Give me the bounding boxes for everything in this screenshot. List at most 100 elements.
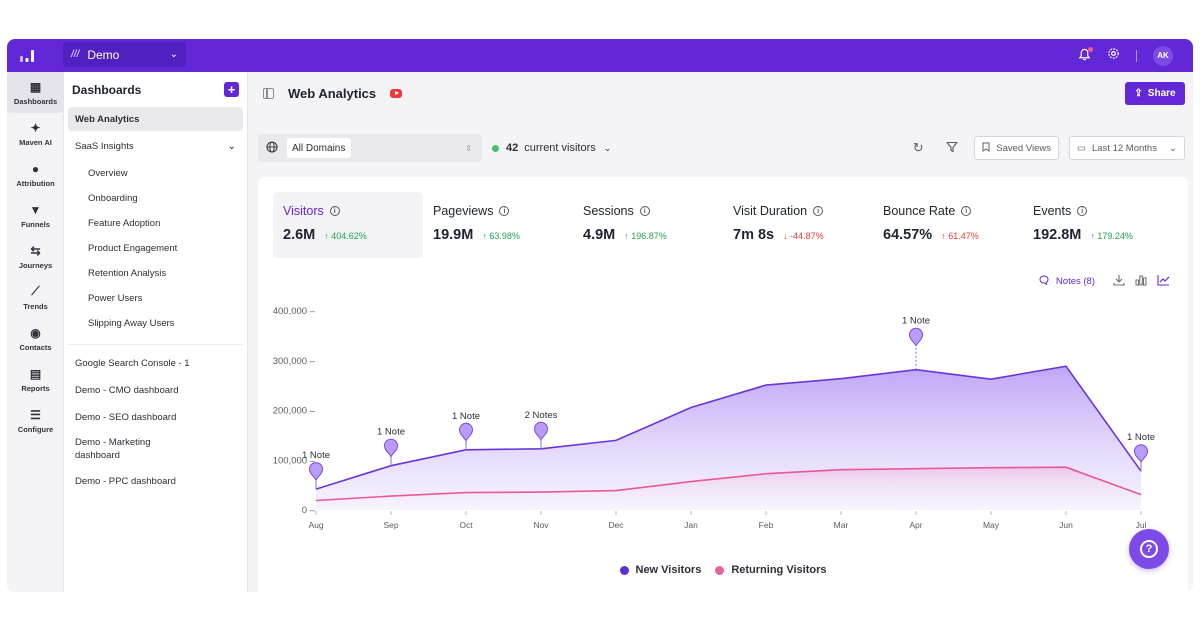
sidebar-item-label: Demo - SEO dashboard xyxy=(75,411,177,423)
sidebar-subitem-feature-adoption[interactable]: Feature Adoption xyxy=(64,211,247,236)
sidebar-item-marketing-dashboard[interactable]: Demo - Marketing dashboard xyxy=(68,432,243,466)
sidebar-header: Dashboards + xyxy=(64,72,247,107)
chart-annotations: 1 Note 1 Note 1 Note 2 Notes 1 Note 1 Note xyxy=(302,316,1155,490)
metric-label: Sessions xyxy=(583,204,634,218)
metric-tab-visit-duration[interactable]: Visit Duration i 7m 8s ↓ -44.87% xyxy=(723,192,873,258)
y-tick-label: 300,000 – xyxy=(273,356,316,367)
metric-tabs: Visitors i 2.6M ↑ 404.62% Pageviews i 19.9M… xyxy=(273,192,1173,258)
sidebar-subitem-onboarding[interactable]: Onboarding xyxy=(64,186,247,211)
rail-label: Maven AI xyxy=(19,137,52,147)
sidebar-subitem-label: Product Engagement xyxy=(88,243,178,254)
workspace-select[interactable]: /// Demo ⌄ xyxy=(63,42,186,67)
legend-item-new-visitors[interactable]: New Visitors xyxy=(619,564,702,576)
chevron-down-icon[interactable]: ⌄ xyxy=(227,140,236,152)
rail-item-trends[interactable]: ⟋ Trends xyxy=(7,277,64,318)
sidebar-item-web-analytics[interactable]: Web Analytics xyxy=(68,107,243,131)
current-visitors[interactable]: 42 current visitors ⌄ xyxy=(492,134,611,162)
avatar[interactable]: AK xyxy=(1153,45,1173,66)
sparkle-icon: ✦ xyxy=(30,120,41,135)
sidebar-item-cmo-dashboard[interactable]: Demo - CMO dashboard xyxy=(68,378,243,402)
note-pin-icon xyxy=(383,438,399,458)
rail-item-configure[interactable]: ☰ Configure xyxy=(7,400,64,441)
rail-item-dashboards[interactable]: ▦ Dashboards xyxy=(7,72,64,113)
rail-item-attribution[interactable]: ● Attribution xyxy=(7,154,64,195)
metric-label: Pageviews xyxy=(433,204,494,218)
add-dashboard-button[interactable]: + xyxy=(224,82,239,97)
metric-tab-pageviews[interactable]: Pageviews i 19.9M ↑ 63.98% xyxy=(423,192,573,258)
rail-item-maven-ai[interactable]: ✦ Maven AI xyxy=(7,113,64,154)
rail-item-reports[interactable]: ▤ Reports xyxy=(7,359,64,400)
app-window: /// Demo ⌄ AK ▦ Dashboards ✦ Maven AI ● xyxy=(7,39,1193,592)
metric-value: 2.6M xyxy=(283,227,316,243)
sidebar-toggle-icon[interactable] xyxy=(263,87,274,99)
rail-item-journeys[interactable]: ⇆ Journeys xyxy=(7,236,64,277)
y-tick-label: 200,000 – xyxy=(273,406,316,417)
sidebar-subitem-power-users[interactable]: Power Users xyxy=(64,286,247,311)
legend-label: New Visitors xyxy=(635,564,702,576)
rail-label: Contacts xyxy=(19,342,52,352)
sidebar-item-google-search-console[interactable]: Google Search Console - 1 xyxy=(68,351,243,375)
domain-value: All Domains xyxy=(287,138,351,158)
metric-tab-sessions[interactable]: Sessions i 4.9M ↑ 196.87% xyxy=(573,192,723,258)
info-icon[interactable]: i xyxy=(499,206,510,216)
filter-icon[interactable] xyxy=(940,141,964,156)
saved-views-label: Saved Views xyxy=(996,142,1051,154)
sidebar-subitem-label: Feature Adoption xyxy=(88,218,161,229)
line-chart-icon[interactable] xyxy=(1157,274,1170,289)
metric-tab-events[interactable]: Events i 192.8M ↑ 179.24% xyxy=(1023,192,1173,258)
bar-chart-icon[interactable] xyxy=(1135,274,1147,289)
help-button[interactable]: ? xyxy=(1129,529,1169,569)
saved-views-button[interactable]: Saved Views xyxy=(974,136,1059,160)
sidebar-item-label: Demo - Marketing dashboard xyxy=(75,437,151,461)
metric-tab-bounce-rate[interactable]: Bounce Rate i 64.57% ↑ 61.47% xyxy=(873,192,1023,258)
refresh-icon[interactable]: ↻ xyxy=(912,140,924,155)
bell-icon[interactable] xyxy=(1078,46,1093,64)
current-visitors-count: 42 xyxy=(506,142,519,154)
rail-label: Trends xyxy=(23,302,48,311)
metric-value: 7m 8s xyxy=(733,227,775,243)
sidebar-item-seo-dashboard[interactable]: Demo - SEO dashboard xyxy=(68,405,243,429)
metric-value: 64.57% xyxy=(883,227,933,243)
sidebar-item-label: Demo - CMO dashboard xyxy=(75,384,179,396)
sidebar-subitem-retention-analysis[interactable]: Retention Analysis xyxy=(64,261,247,286)
chevron-down-icon: ⌄ xyxy=(169,49,178,60)
sidebar-item-label: SaaS Insights xyxy=(75,140,134,152)
note-label: 1 Note xyxy=(302,450,330,461)
logo-icon[interactable] xyxy=(7,39,47,72)
download-icon[interactable] xyxy=(1113,274,1125,289)
info-icon[interactable]: i xyxy=(961,206,972,216)
note-pin-icon xyxy=(1133,444,1149,464)
domain-selector[interactable]: All Domains ⇕ xyxy=(258,134,482,162)
metric-tab-visitors[interactable]: Visitors i 2.6M ↑ 404.62% xyxy=(273,192,423,258)
info-icon[interactable]: i xyxy=(813,206,824,216)
info-icon[interactable]: i xyxy=(639,206,650,216)
metric-change: ↑ 63.98% xyxy=(482,231,520,241)
youtube-icon[interactable] xyxy=(390,88,403,98)
chevron-down-icon: ⌄ xyxy=(1169,142,1177,154)
funnel-icon: ▼ xyxy=(29,202,42,217)
note-label: 1 Note xyxy=(377,427,405,438)
main-content: Web Analytics ⇪ Share All Domains ⇕ 42 c… xyxy=(248,72,1193,592)
info-icon[interactable]: i xyxy=(1077,206,1088,216)
analytics-card: Visitors i 2.6M ↑ 404.62% Pageviews i 19.9M… xyxy=(258,177,1188,592)
date-range-select[interactable]: ▭ Last 12 Months ⌄ xyxy=(1069,136,1185,160)
info-icon[interactable]: i xyxy=(329,206,340,216)
rail-item-funnels[interactable]: ▼ Funnels xyxy=(7,195,64,236)
sidebar-item-ppc-dashboard[interactable]: Demo - PPC dashboard xyxy=(68,469,243,493)
metric-label: Visit Duration xyxy=(733,204,808,218)
sidebar-subitem-slipping-away-users[interactable]: Slipping Away Users xyxy=(64,311,247,336)
rail-item-contacts[interactable]: ◉ Contacts xyxy=(7,318,64,359)
sidebar-subitem-overview[interactable]: Overview xyxy=(64,161,247,186)
share-button[interactable]: ⇪ Share xyxy=(1125,82,1185,105)
notes-button[interactable]: Notes (8) xyxy=(1039,275,1095,288)
sidebar-item-saas-insights[interactable]: SaaS Insights ⌄ xyxy=(68,134,243,158)
route-icon: ⇆ xyxy=(30,243,41,258)
x-tick-label: May xyxy=(983,520,1000,530)
y-tick-label: 0 – xyxy=(302,505,316,516)
rail-label: Funnels xyxy=(21,219,50,229)
x-tick-label: Jan xyxy=(684,520,698,530)
legend-item-returning-visitors[interactable]: Returning Visitors xyxy=(715,564,826,576)
sidebar-subitem-product-engagement[interactable]: Product Engagement xyxy=(64,236,247,261)
chart-legend: New Visitors Returning Visitors xyxy=(258,564,1188,576)
gear-icon[interactable] xyxy=(1107,47,1120,65)
